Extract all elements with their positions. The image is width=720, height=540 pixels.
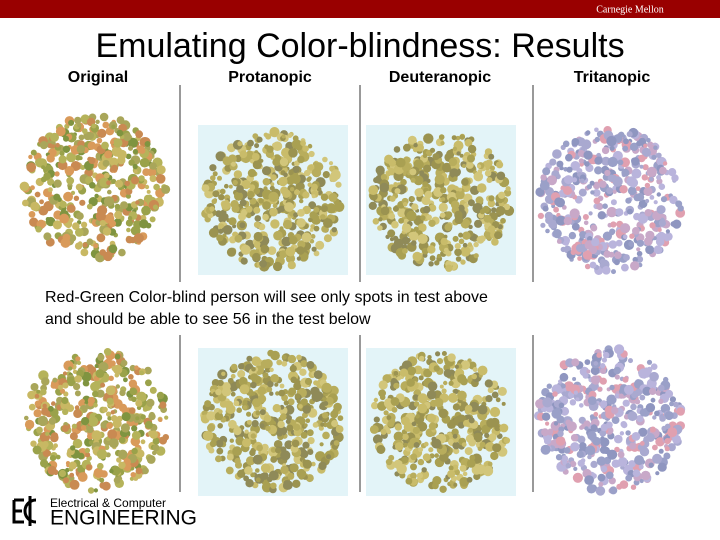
plates [19, 112, 686, 496]
department: Electrical & Computer [50, 496, 166, 510]
slide-title: Emulating Color-blindness: Results [95, 27, 624, 65]
color-plate [534, 344, 686, 496]
color-plate [19, 112, 171, 263]
brand: Carnegie Mellon [596, 4, 663, 15]
footer-logo: Electrical & Computer ENGINEERING [12, 496, 197, 530]
caption-line: Red-Green Color-blind person will see on… [45, 289, 488, 306]
column-label: Tritanopic [574, 69, 651, 86]
color-plate [369, 351, 511, 493]
column-label: Protanopic [228, 69, 312, 86]
logo-icon [12, 496, 37, 526]
dividers [179, 85, 534, 492]
color-plate [200, 349, 344, 494]
column-label: Deuteranopic [389, 69, 491, 86]
column-label: Original [68, 69, 128, 86]
school: ENGINEERING [50, 507, 197, 530]
color-plate [368, 133, 515, 272]
color-plate [535, 126, 686, 275]
color-plate [24, 348, 169, 494]
top-bar [0, 0, 720, 18]
color-plate [201, 127, 345, 272]
caption-line: and should be able to see 56 in the test… [45, 311, 371, 328]
